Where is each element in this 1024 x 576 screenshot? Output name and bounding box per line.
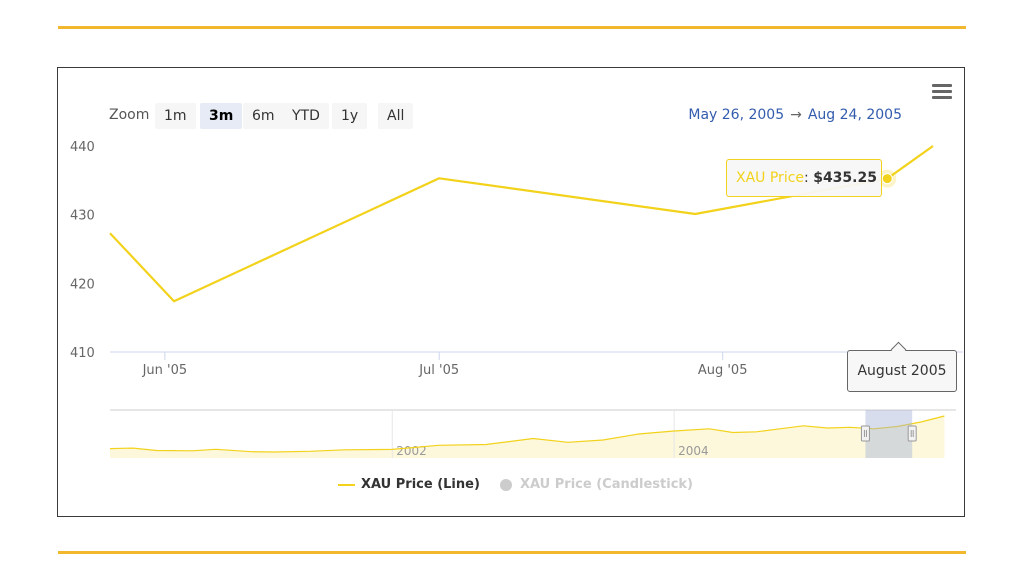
date-flag-tooltip: August 2005 xyxy=(847,350,957,392)
zoom-button-1m[interactable]: 1m xyxy=(155,103,196,129)
y-tick-label: 420 xyxy=(70,277,95,292)
zoom-button-3m[interactable]: 3m xyxy=(200,103,243,129)
handle-body xyxy=(907,425,917,442)
zoom-button-1y[interactable]: 1y xyxy=(332,103,368,129)
hamburger-menu-icon[interactable] xyxy=(932,84,952,100)
x-tick-label: Jun '05 xyxy=(142,363,188,378)
legend-item-candlestick[interactable]: XAU Price (Candlestick) xyxy=(500,477,693,492)
y-tick-label: 440 xyxy=(70,140,95,155)
navigator-series-line xyxy=(109,415,945,453)
tooltip-separator: : xyxy=(804,170,814,186)
top-rule xyxy=(58,26,966,29)
range-from[interactable]: May 26, 2005 xyxy=(688,107,785,123)
chart-container: 410 420 430 440 Jun '05 Jul '05 Aug '05 2002 200… xyxy=(57,67,965,517)
legend-line-symbol xyxy=(338,483,355,486)
legend-circle-symbol xyxy=(500,478,512,491)
range-arrow: → xyxy=(790,107,802,123)
navigator-handle-left[interactable] xyxy=(860,425,870,442)
navigator-handle-right[interactable] xyxy=(907,425,917,442)
zoom-button-6m[interactable]: 6m xyxy=(243,103,284,129)
bottom-rule xyxy=(58,551,966,554)
series-line xyxy=(109,145,934,303)
x-tick-label: Aug '05 xyxy=(698,363,748,378)
date-range-display: May 26, 2005 → Aug 24, 2005 xyxy=(688,107,902,123)
highlight-point xyxy=(881,173,893,185)
zoom-label: Zoom xyxy=(109,107,150,123)
zoom-button-all[interactable]: All xyxy=(378,103,414,129)
price-tooltip: XAU Price: $435.25 xyxy=(726,159,882,197)
legend-line-label: XAU Price (Line) xyxy=(361,477,480,492)
navigator-tick-label: 2002 xyxy=(396,444,427,458)
tooltip-value: $435.25 xyxy=(813,170,877,186)
chart-canvas[interactable]: 410 420 430 440 Jun '05 Jul '05 Aug '05 2002 200… xyxy=(58,68,965,517)
y-tick-label: 410 xyxy=(70,346,95,361)
navigator-selection[interactable] xyxy=(865,410,913,458)
legend-candlestick-label: XAU Price (Candlestick) xyxy=(520,477,693,492)
handle-body xyxy=(860,425,870,442)
navigator-area xyxy=(110,416,945,458)
tooltip-series-name: XAU Price xyxy=(736,170,805,186)
legend-item-line[interactable]: XAU Price (Line) xyxy=(338,477,480,492)
navigator-tick-label: 2004 xyxy=(678,444,709,458)
x-tick-label: Jul '05 xyxy=(418,363,459,378)
y-tick-label: 430 xyxy=(70,209,95,224)
range-to[interactable]: Aug 24, 2005 xyxy=(807,107,902,123)
zoom-button-ytd[interactable]: YTD xyxy=(283,103,329,129)
